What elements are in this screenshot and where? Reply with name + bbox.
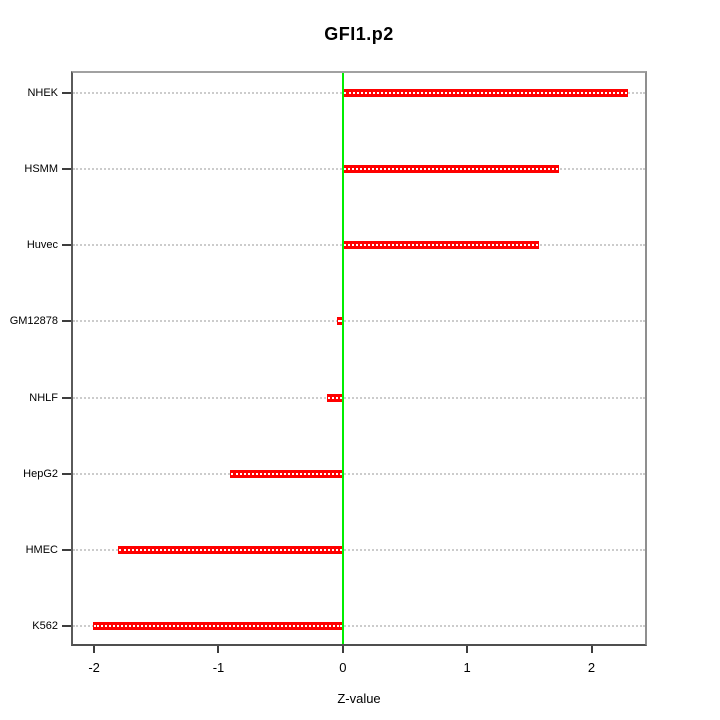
y-tick-label: HSMM: [24, 163, 58, 176]
bar: [336, 317, 343, 326]
bar: [342, 89, 628, 97]
x-tick: [466, 646, 469, 653]
zero-line: [341, 73, 344, 644]
y-tick: [62, 472, 71, 475]
y-tick: [62, 320, 71, 323]
x-tick: [217, 646, 220, 653]
bar: [326, 393, 343, 402]
bar-dotline: [343, 168, 559, 171]
x-tick: [341, 646, 344, 653]
x-tick-label: 0: [339, 660, 347, 675]
y-tick-label: NHEK: [27, 87, 58, 99]
bar-dotline: [343, 244, 539, 247]
bar-dotline: [337, 320, 342, 323]
gridline: [73, 396, 645, 399]
y-tick: [62, 92, 71, 94]
bar-dotline: [93, 625, 342, 627]
y-tick: [62, 396, 71, 399]
bar-dotline: [343, 92, 627, 94]
bar-dotline: [118, 548, 342, 551]
gridline: [73, 472, 645, 475]
bar-dotline: [230, 472, 342, 475]
bar: [117, 545, 343, 554]
y-tick: [62, 625, 71, 627]
plot-area: [71, 71, 647, 646]
y-tick-label: GM12878: [9, 315, 58, 328]
y-tick-label: K562: [32, 620, 58, 632]
x-axis-title: Z-value: [337, 691, 381, 706]
x-tick: [93, 646, 96, 653]
x-tick-label: -1: [212, 660, 225, 675]
y-tick: [62, 244, 71, 247]
gridline: [73, 625, 645, 627]
y-tick-label: HepG2: [23, 467, 58, 480]
x-tick-label: -2: [88, 660, 100, 675]
chart-title: GFI1.p2: [324, 24, 394, 44]
y-tick: [62, 548, 71, 551]
x-tick: [590, 646, 593, 653]
bar: [229, 469, 343, 478]
gridline: [73, 548, 645, 551]
bar: [342, 165, 560, 174]
x-tick-label: 1: [463, 660, 471, 675]
y-tick-label: HMEC: [25, 543, 58, 556]
y-tick: [62, 168, 71, 171]
bar: [342, 241, 540, 250]
y-tick-label: Huvec: [26, 239, 58, 252]
bar-dotline: [327, 396, 342, 399]
y-tick-label: NHLF: [29, 391, 58, 404]
gridline: [73, 320, 645, 323]
x-tick-label: 2: [587, 660, 596, 675]
bar: [92, 622, 343, 630]
